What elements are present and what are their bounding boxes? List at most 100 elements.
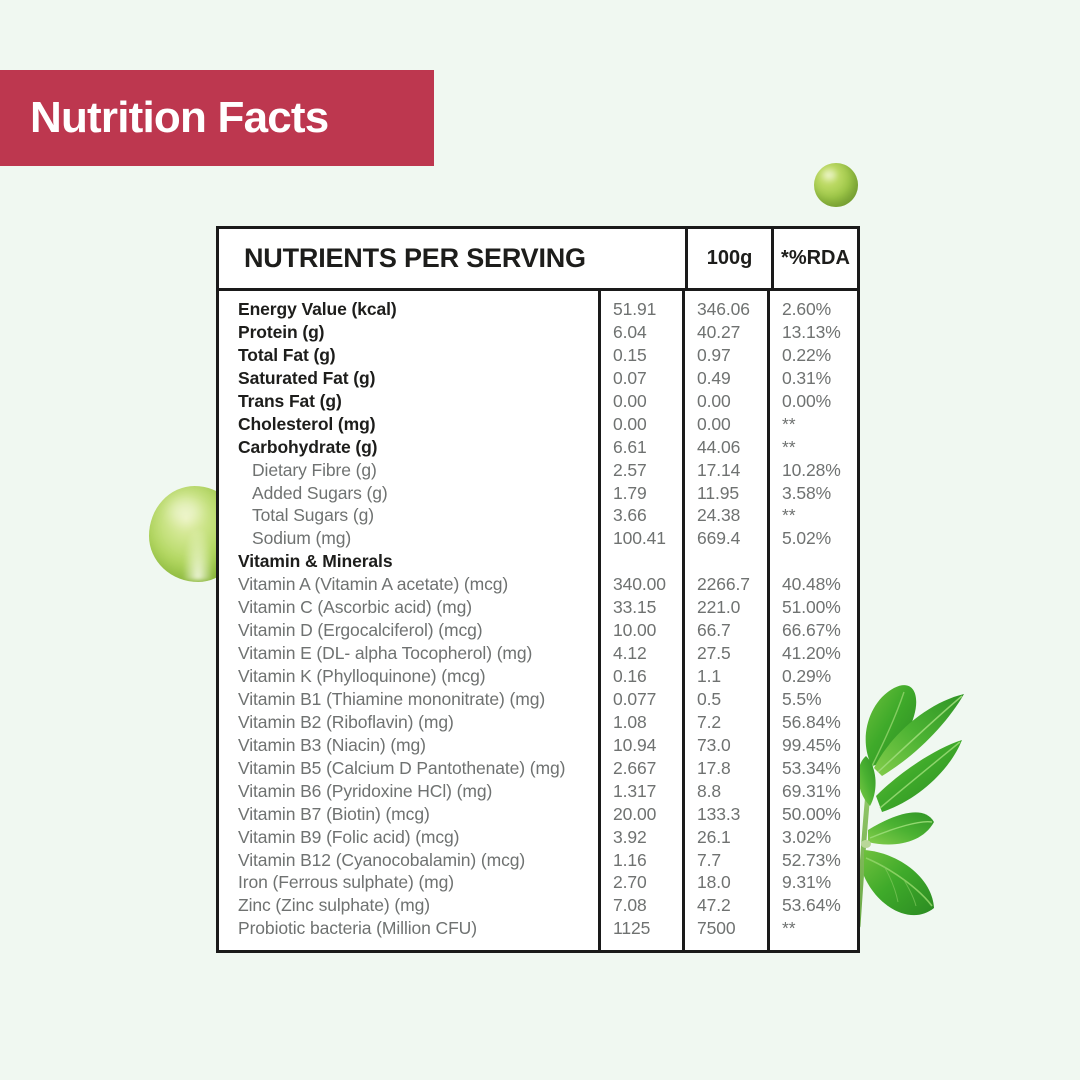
value-rda: 99.45% (782, 734, 841, 755)
value-per-100g: 17.14 (697, 459, 741, 480)
nutrient-name: Vitamin B5 (Calcium D Pantothenate) (mg) (238, 757, 566, 778)
value-per-serving: 7.08 (613, 895, 647, 916)
column-header-per-100g: 100g (685, 229, 771, 288)
value-rda: 5.02% (782, 528, 832, 549)
value-per-serving: 1125 (613, 918, 651, 939)
value-per-100g: 0.00 (697, 413, 731, 434)
value-rda: 3.02% (782, 826, 832, 847)
value-per-100g: 24.38 (697, 505, 741, 526)
table-row: Vitamin B3 (Niacin) (mg) 10.94 73.0 99.45% (219, 735, 857, 758)
nutrient-name: Vitamin K (Phylloquinone) (mcg) (238, 666, 486, 686)
value-per-100g: 2266.7 (697, 574, 750, 595)
value-per-serving: 10.94 (613, 734, 657, 755)
table-row: Vitamin B9 (Folic acid) (mcg) 3.92 26.1 3.0… (219, 827, 857, 850)
value-rda: 50.00% (782, 803, 841, 824)
table-row: Vitamin B6 (Pyridoxine HCl) (mg) 1.317 8.8… (219, 781, 857, 804)
nutrient-name: Vitamin B1 (Thiamine mononitrate) (mg) (238, 688, 546, 709)
value-per-serving: 2.57 (613, 459, 647, 480)
value-per-100g: 66.7 (697, 620, 731, 641)
value-rda: ** (782, 436, 796, 457)
value-per-serving: 340.00 (613, 574, 666, 595)
value-per-100g: 0.5 (697, 688, 722, 709)
nutrient-name: Vitamin A (Vitamin A acetate) (mcg) (238, 574, 509, 595)
table-row: Carbohydrate (g) 6.61 44.06 ** (219, 437, 857, 460)
nutrition-facts-banner: Nutrition Facts (0, 70, 434, 166)
value-rda: 10.28% (782, 459, 841, 480)
value-rda: 2.60% (782, 299, 832, 319)
table-header-row: NUTRIENTS PER SERVING 100g *%RDA (219, 229, 857, 291)
table-row: Vitamin B12 (Cyanocobalamin) (mcg) 1.16 7.… (219, 850, 857, 873)
nutrient-name: Iron (Ferrous sulphate) (mg) (238, 872, 455, 893)
value-per-100g: 40.27 (697, 321, 741, 342)
value-per-serving: 0.15 (613, 344, 647, 365)
table-row: Trans Fat (g) 0.00 0.00 0.00% (219, 391, 857, 414)
nutrient-name: Zinc (Zinc sulphate) (mg) (238, 895, 430, 916)
nutrient-name: Vitamin B3 (Niacin) (mg) (238, 734, 426, 755)
nutrient-name: Vitamin B7 (Biotin) (mcg) (238, 803, 430, 824)
value-per-serving: 3.92 (613, 826, 647, 847)
nutrient-name: Dietary Fibre (g) (252, 459, 377, 480)
table-row: Probiotic bacteria (Million CFU) 1125 7500… (219, 918, 857, 941)
value-per-100g: 346.06 (697, 299, 750, 319)
table-row: Total Fat (g) 0.15 0.97 0.22% (219, 345, 857, 368)
nutrient-name: Total Sugars (g) (252, 505, 374, 526)
nutrient-name: Vitamin B6 (Pyridoxine HCl) (mg) (238, 780, 493, 801)
pea-icon (814, 163, 858, 207)
value-rda: 66.67% (782, 620, 841, 641)
value-rda: 3.58% (782, 482, 832, 503)
value-per-serving: 4.12 (613, 643, 647, 664)
value-per-100g: 18.0 (697, 872, 731, 893)
nutrient-name: Cholesterol (mg) (238, 413, 376, 434)
value-rda: ** (782, 505, 796, 526)
value-per-100g: 669.4 (697, 528, 741, 549)
value-per-100g: 73.0 (697, 734, 731, 755)
value-per-100g: 44.06 (697, 436, 741, 457)
value-per-serving: 1.08 (613, 711, 647, 732)
value-per-100g: 133.3 (697, 803, 741, 824)
table-row: Energy Value (kcal) 51.91 346.06 2.60% (219, 299, 857, 322)
column-header-nutrients: NUTRIENTS PER SERVING (244, 243, 586, 273)
value-per-serving: 51.91 (613, 299, 657, 319)
value-per-serving: 3.66 (613, 505, 647, 526)
nutrition-facts-table: NUTRIENTS PER SERVING 100g *%RDA Energy … (216, 226, 860, 954)
value-per-serving: 1.16 (613, 849, 647, 870)
table-row: Zinc (Zinc sulphate) (mg) 7.08 47.2 53.64% (219, 895, 857, 918)
value-per-100g: 47.2 (697, 895, 731, 916)
nutrient-name: Probiotic bacteria (Million CFU) (238, 918, 477, 939)
table-row: Saturated Fat (g) 0.07 0.49 0.31% (219, 368, 857, 391)
table-row: Total Sugars (g) 3.66 24.38 ** (219, 505, 857, 528)
value-rda: ** (782, 918, 796, 939)
table-row: Vitamin D (Ergocalciferol) (mcg) 10.00 66.… (219, 620, 857, 643)
nutrient-name: Trans Fat (g) (238, 390, 342, 411)
value-per-100g: 7.7 (697, 849, 722, 870)
table-row: Cholesterol (mg) 0.00 0.00 ** (219, 414, 857, 437)
value-rda: 52.73% (782, 849, 841, 870)
value-per-serving: 33.15 (613, 597, 657, 618)
value-rda: ** (782, 413, 796, 434)
table-row: Iron (Ferrous sulphate) (mg) 2.70 18.0 9.31… (219, 872, 857, 895)
value-per-serving: 0.16 (613, 666, 647, 686)
value-per-100g: 8.8 (697, 780, 722, 801)
nutrient-name: Vitamin B2 (Riboflavin) (mg) (238, 711, 454, 732)
table-row: Vitamin C (Ascorbic acid) (mg) 33.15 221.0… (219, 597, 857, 620)
value-per-serving: 100.41 (613, 528, 666, 549)
nutrient-name: Carbohydrate (g) (238, 436, 378, 457)
nutrient-name: Vitamin C (Ascorbic acid) (mg) (238, 597, 472, 618)
table-row: Vitamin E (DL- alpha Tocopherol) (mg) 4.1… (219, 643, 857, 666)
nutrient-name: Sodium (mg) (252, 528, 352, 549)
table-row: Vitamin B7 (Biotin) (mcg) 20.00 133.3 50.00… (219, 804, 857, 827)
value-rda: 69.31% (782, 780, 841, 801)
page-title: Nutrition Facts (30, 93, 329, 142)
nutrient-name: Vitamin & Minerals (238, 551, 393, 572)
nutrient-name: Saturated Fat (g) (238, 367, 376, 388)
value-per-100g: 0.00 (697, 390, 731, 411)
basil-leaf-icon (852, 636, 1080, 936)
value-per-serving: 0.07 (613, 367, 647, 388)
value-per-serving: 2.70 (613, 872, 647, 893)
nutrient-name: Added Sugars (g) (252, 482, 388, 503)
value-per-100g: 7.2 (697, 711, 722, 732)
table-row: Protein (g) 6.04 40.27 13.13% (219, 322, 857, 345)
nutrient-name: Vitamin D (Ergocalciferol) (mcg) (238, 620, 483, 641)
nutrient-name: Vitamin B9 (Folic acid) (mcg) (238, 826, 460, 847)
value-rda: 41.20% (782, 643, 841, 664)
